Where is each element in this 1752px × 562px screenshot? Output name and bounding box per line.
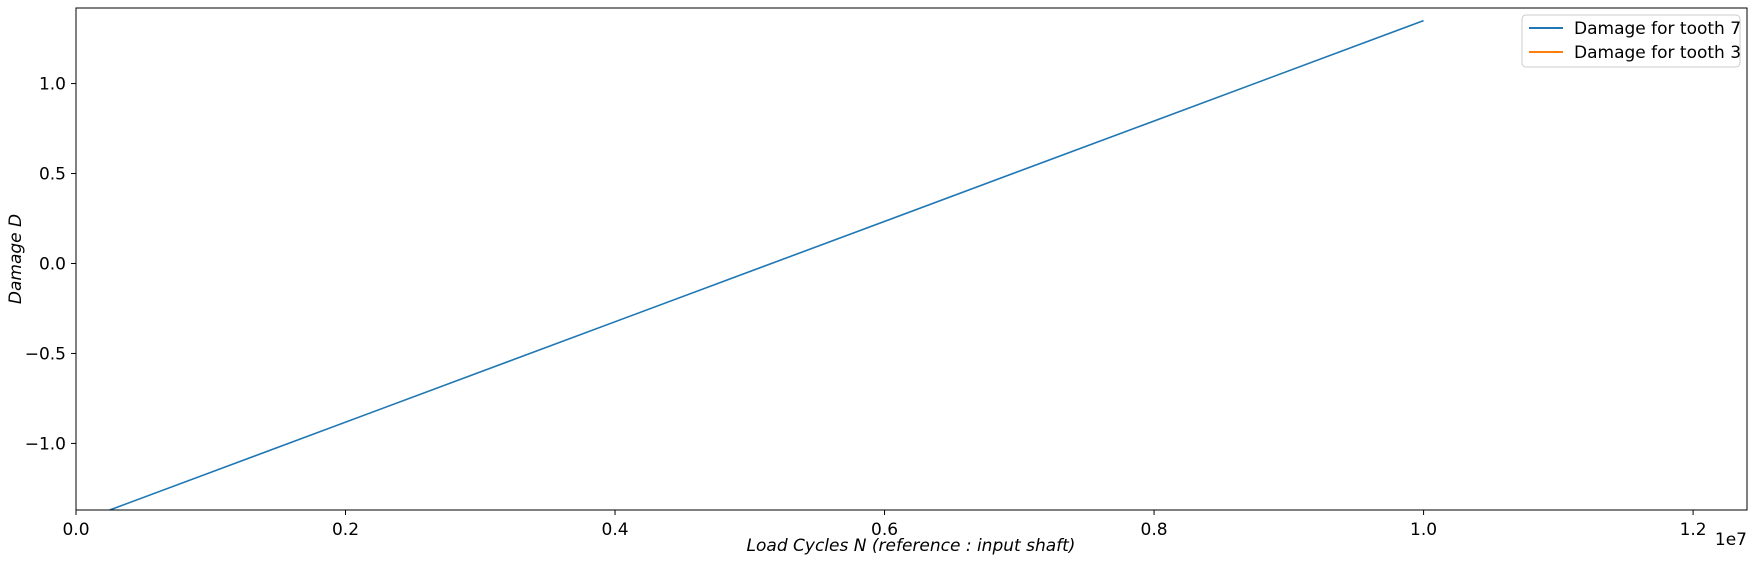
legend-box	[1521, 14, 1741, 68]
x-axis-ticks: 0.0 0.2 0.4 0.6 0.8 1.0 1.2	[62, 510, 1707, 540]
y-tick-label: 0.5	[39, 165, 66, 185]
y-axis-ticks: −1.0 −0.5 0.0 0.5 1.0	[25, 75, 76, 454]
y-tick-label: 0.0	[39, 254, 66, 274]
legend-label-tooth-3: Damage for tooth 3	[1574, 43, 1741, 63]
x-tick-label: 0.0	[62, 520, 89, 540]
x-tick-label: 1.0	[1410, 520, 1437, 540]
x-tick-label: 1.2	[1680, 520, 1707, 540]
x-axis-offset-text: 1e7	[1715, 530, 1747, 550]
x-axis-label: Load Cycles N (reference : input shaft)	[747, 536, 1076, 556]
series-layer	[109, 19, 1424, 510]
plot-layer	[109, 19, 1424, 510]
x-tick-label: 0.4	[602, 520, 629, 540]
series-line-0	[109, 19, 1424, 510]
y-tick-label: −1.0	[25, 434, 66, 454]
y-axis-label: Damage D	[6, 214, 26, 304]
legend-label-tooth-7: Damage for tooth 7	[1574, 19, 1741, 39]
y-tick-label: −0.5	[25, 344, 66, 364]
legend: Damage for tooth 7 Damage for tooth 3	[1521, 14, 1741, 68]
x-tick-label: 0.6	[871, 520, 898, 540]
plot-frame	[75, 7, 1748, 511]
x-tick-label: 0.2	[332, 520, 359, 540]
x-tick-label: 0.8	[1141, 520, 1168, 540]
y-tick-label: 1.0	[39, 75, 66, 95]
